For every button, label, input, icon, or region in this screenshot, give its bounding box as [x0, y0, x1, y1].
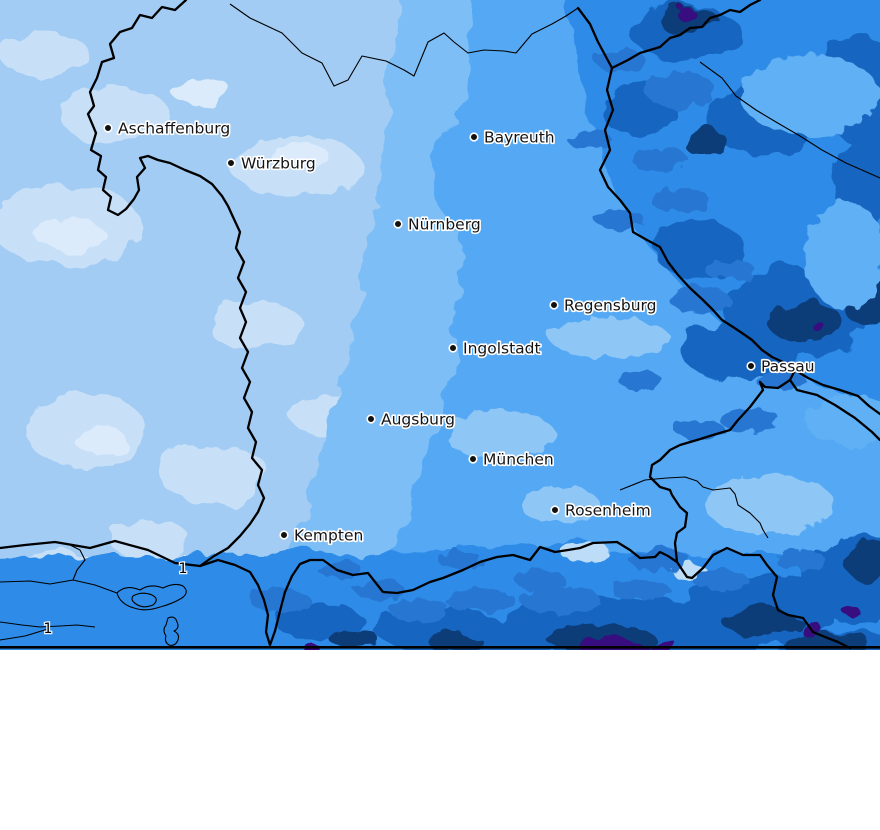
city-aschaffenburg: Aschaffenburg	[103, 118, 232, 139]
city-label: Aschaffenburg	[118, 120, 230, 138]
city-w-rzburg: Würzburg	[226, 153, 317, 174]
city-label: München	[483, 451, 554, 469]
thick-borders	[0, 0, 880, 650]
city-m-nchen: München	[468, 449, 555, 470]
city-n-rnberg: Nürnberg	[393, 214, 482, 235]
city-label: Augsburg	[381, 411, 455, 429]
map-frame-line	[0, 646, 880, 649]
city-dot	[550, 505, 560, 515]
city-label: Ingolstadt	[463, 340, 541, 358]
city-label: Passau	[761, 358, 815, 376]
city-bayreuth: Bayreuth	[469, 127, 556, 148]
city-dot	[448, 343, 458, 353]
city-dot	[393, 219, 403, 229]
map-canvas: 11 AschaffenburgWürzburgBayreuthNürnberg…	[0, 0, 880, 650]
city-regensburg: Regensburg	[549, 295, 658, 316]
city-kempten: Kempten	[279, 525, 365, 546]
field-valley-patches	[445, 55, 880, 580]
city-passau: Passau	[746, 356, 816, 377]
field-speckles	[250, 48, 825, 620]
contour-labels: 11	[42, 560, 188, 639]
footer: Temperatur in 2m (in °C) Modell: ICON-D2…	[0, 650, 880, 830]
city-label: Würzburg	[241, 155, 316, 173]
city-label: Regensburg	[564, 297, 657, 315]
city-dot	[366, 414, 376, 424]
city-label: Nürnberg	[408, 216, 481, 234]
city-markers: Aschaffenburg Würzburg Bayreuth Nürnberg Reg…	[103, 118, 816, 546]
city-label: Bayreuth	[484, 129, 555, 147]
city-dot	[226, 158, 236, 168]
city-dot	[103, 123, 113, 133]
contour-label: 1	[179, 561, 188, 577]
city-dot	[746, 361, 756, 371]
city-rosenheim: Rosenheim	[550, 500, 652, 521]
thin-borders	[0, 3, 880, 646]
city-dot	[549, 300, 559, 310]
city-dot	[469, 132, 479, 142]
contour-label: 1	[44, 621, 53, 637]
city-dot	[279, 530, 289, 540]
city-dot	[468, 454, 478, 464]
city-label: Kempten	[294, 527, 363, 545]
city-ingolstadt: Ingolstadt	[448, 338, 542, 359]
city-augsburg: Augsburg	[366, 409, 457, 430]
city-label: Rosenheim	[565, 502, 651, 520]
